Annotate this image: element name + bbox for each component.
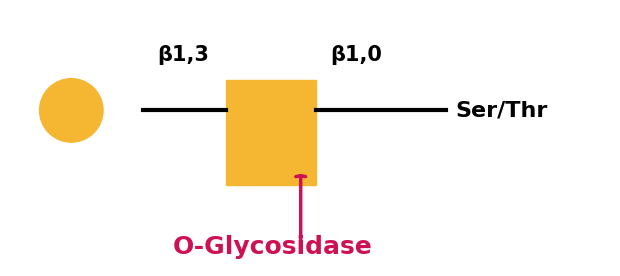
Text: Ser/Thr: Ser/Thr	[456, 100, 548, 120]
Ellipse shape	[40, 79, 103, 142]
Bar	[226, 80, 316, 185]
Text: β1,3: β1,3	[157, 45, 209, 65]
Text: O-Glycosidase: O-Glycosidase	[173, 235, 373, 259]
Text: β1,0: β1,0	[330, 45, 383, 65]
